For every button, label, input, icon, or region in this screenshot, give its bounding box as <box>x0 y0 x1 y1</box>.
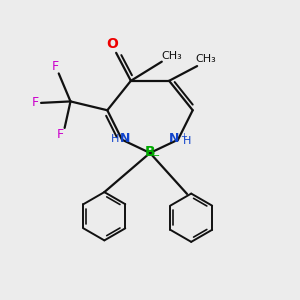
Text: F: F <box>52 61 59 74</box>
Text: N: N <box>120 132 131 145</box>
Text: −: − <box>152 151 160 161</box>
Text: CH₃: CH₃ <box>196 54 216 64</box>
Text: H: H <box>110 134 119 143</box>
Text: B: B <box>145 145 155 159</box>
Text: +: + <box>180 132 187 141</box>
Text: H: H <box>183 136 191 146</box>
Text: CH₃: CH₃ <box>162 51 182 61</box>
Text: F: F <box>57 128 64 141</box>
Text: O: O <box>106 37 118 51</box>
Text: F: F <box>32 96 39 110</box>
Text: N: N <box>169 132 180 145</box>
